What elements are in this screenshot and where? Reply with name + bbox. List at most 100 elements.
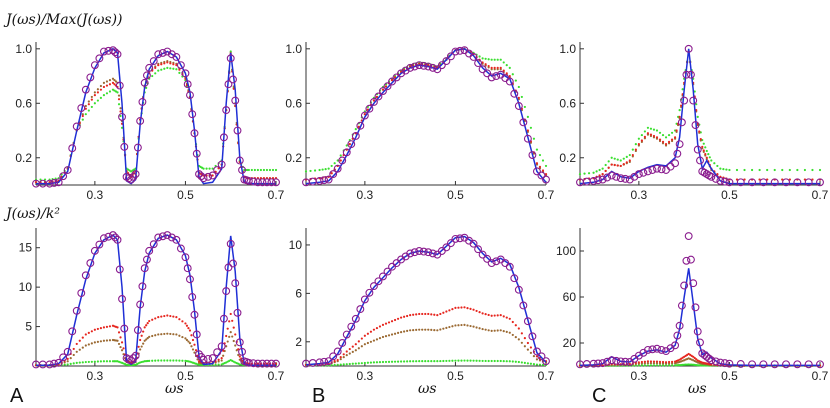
point-brown-b-bottom-4-1 — [348, 352, 351, 355]
point-red-a-bottom-4-2 — [81, 336, 84, 339]
circle-marker-b-top-15-0 — [442, 57, 451, 66]
point-red-c-bottom-8-2 — [661, 360, 665, 364]
point-green-b-bottom-20-2 — [496, 359, 499, 363]
point-red-b-bottom-13-2 — [433, 313, 436, 316]
point-green-b-bottom-25-1 — [538, 363, 542, 366]
circle-marker-a-bottom-6-1 — [95, 240, 104, 249]
point-red-b-top-12-0 — [418, 62, 421, 65]
circle-marker-c-top-18-1 — [711, 174, 720, 183]
point-green-a-bottom-2-2 — [63, 363, 66, 366]
point-brown-a-bottom-10-0 — [120, 349, 124, 352]
point-red-a-bottom-10-1 — [122, 347, 125, 350]
point-green-c-top-1-1 — [595, 170, 598, 173]
circle-marker-a-bottom-33-1 — [258, 359, 267, 368]
series-brown-c-top — [578, 50, 822, 181]
point-green-c-top-17-1 — [707, 153, 710, 156]
point-brown-a-bottom-27-1 — [226, 340, 229, 343]
point-green-a-bottom-3-2 — [72, 362, 75, 365]
point-green-b-bottom-15-1 — [448, 359, 451, 362]
point-green-c-top-23-2 — [811, 168, 814, 172]
point-red-c-bottom-7-0 — [646, 360, 650, 363]
point-green-a-bottom-8-1 — [113, 360, 116, 363]
x-tick-label-b-top-1: 0.5 — [447, 188, 464, 202]
point-green-c-top-6-1 — [640, 133, 643, 137]
point-red-b-bottom-4-0 — [345, 350, 348, 353]
point-red-b-bottom-4-1 — [348, 347, 351, 351]
point-red-a-top-18-0 — [166, 61, 169, 64]
point-red-b-bottom-15-1 — [448, 309, 451, 312]
x-tick-label-a-top-1: 0.5 — [177, 188, 194, 202]
circle-marker-a-top-end — [272, 178, 280, 187]
point-green-b-top-25-1 — [538, 153, 542, 157]
circle-marker-b-top-2-1 — [329, 170, 338, 179]
point-red-a-top-18-1 — [169, 62, 172, 65]
point-red-c-top-6-1 — [640, 139, 643, 142]
point-red-a-top-5-2 — [90, 98, 93, 101]
circle-marker-a-bottom-33-0 — [253, 359, 262, 368]
circle-marker-b-top-18-1 — [474, 59, 483, 68]
circle-marker-a-top-8-0 — [109, 46, 117, 55]
point-green-c-bottom-8-0 — [655, 364, 659, 367]
point-red-b-bottom-7-1 — [375, 326, 379, 330]
circle-marker-a-top-21-0 — [186, 91, 194, 100]
point-red-b-bottom-18-1 — [475, 309, 478, 313]
point-red-a-bottom-17-1 — [160, 315, 163, 318]
point-green-c-top-2-0 — [601, 167, 604, 170]
circle-marker-c-top-8-0 — [653, 164, 661, 173]
circle-marker-b-top-6-1 — [365, 104, 374, 113]
point-green-b-bottom-8-1 — [384, 360, 388, 364]
circle-marker-c-bottom-4-0 — [616, 357, 625, 366]
point-brown-a-bottom-28-0 — [229, 330, 232, 334]
point-green-b-bottom-13-2 — [433, 360, 436, 363]
circle-marker-b-top-13-1 — [428, 63, 437, 72]
point-red-a-bottom-15-2 — [146, 322, 149, 325]
circle-marker-a-top-23-0 — [195, 170, 203, 179]
circle-marker-a-top-4-1 — [77, 104, 86, 113]
circle-marker-b-top-19-0 — [478, 65, 487, 74]
panel-b-bottom: 0.3 0.5 0.7 2 6 10 — [289, 228, 555, 383]
point-red-b-top-2-1 — [330, 172, 333, 175]
x-tick-label-a-top-0: 0.3 — [87, 188, 104, 202]
point-red-c-top-4-2 — [625, 161, 628, 164]
point-red-b-bottom-19-1 — [484, 313, 487, 316]
point-brown-b-bottom-4-2 — [351, 350, 354, 353]
point-green-c-top-22-2 — [788, 168, 791, 172]
circle-marker-b-top-25-0 — [532, 167, 541, 176]
point-red-b-bottom-8-0 — [381, 323, 385, 326]
circle-marker-c-bottom-1-1 — [594, 359, 603, 368]
point-red-c-top-8-2 — [661, 140, 665, 143]
point-green-c-bottom-6-2 — [643, 364, 647, 367]
point-red-b-bottom-10-1 — [403, 315, 406, 318]
x-tick-label-c-bottom-2: 0.7 — [812, 369, 829, 383]
point-red-b-top-21-2 — [505, 72, 508, 75]
point-red-a-bottom-4-1 — [78, 339, 81, 342]
point-red-b-top-6-1 — [366, 108, 369, 111]
series-red-c-top — [578, 50, 822, 181]
point-red-c-top-9-0 — [664, 143, 668, 146]
point-green-c-top-0-0 — [578, 173, 582, 176]
x-tick-label-c-top-1: 0.5 — [721, 188, 738, 202]
point-brown-a-bottom-17-0 — [157, 333, 160, 336]
point-brown-b-bottom-14-1 — [439, 328, 442, 331]
point-red-b-bottom-9-0 — [390, 320, 394, 323]
point-green-b-top-22-1 — [511, 73, 514, 76]
point-brown-c-bottom-8-1 — [658, 362, 662, 365]
point-brown-b-bottom-8-0 — [381, 335, 385, 339]
point-brown-b-bottom-12-2 — [424, 328, 427, 331]
point-brown-a-top-4-2 — [81, 113, 84, 116]
point-red-b-top-25-1 — [538, 165, 542, 168]
point-green-b-top-18-2 — [478, 55, 481, 58]
point-green-c-top-9-2 — [670, 131, 674, 134]
point-brown-a-bottom-4-0 — [75, 350, 78, 353]
point-green-a-top-18-2 — [172, 67, 175, 70]
point-red-b-bottom-8-2 — [387, 321, 391, 324]
point-green-c-top-7-2 — [652, 128, 656, 131]
point-green-b-top-1-1 — [321, 168, 324, 171]
point-green-b-bottom-16-2 — [460, 359, 463, 362]
circle-marker-c-bottom-7-1 — [648, 345, 657, 354]
point-red-a-top-6-1 — [96, 91, 99, 94]
point-green-c-top-11-2 — [681, 88, 684, 91]
circle-marker-c-bottom-10-1 — [673, 331, 682, 340]
point-green-a-top-6-1 — [96, 99, 99, 102]
circle-marker-a-top-25-0 — [208, 171, 217, 180]
